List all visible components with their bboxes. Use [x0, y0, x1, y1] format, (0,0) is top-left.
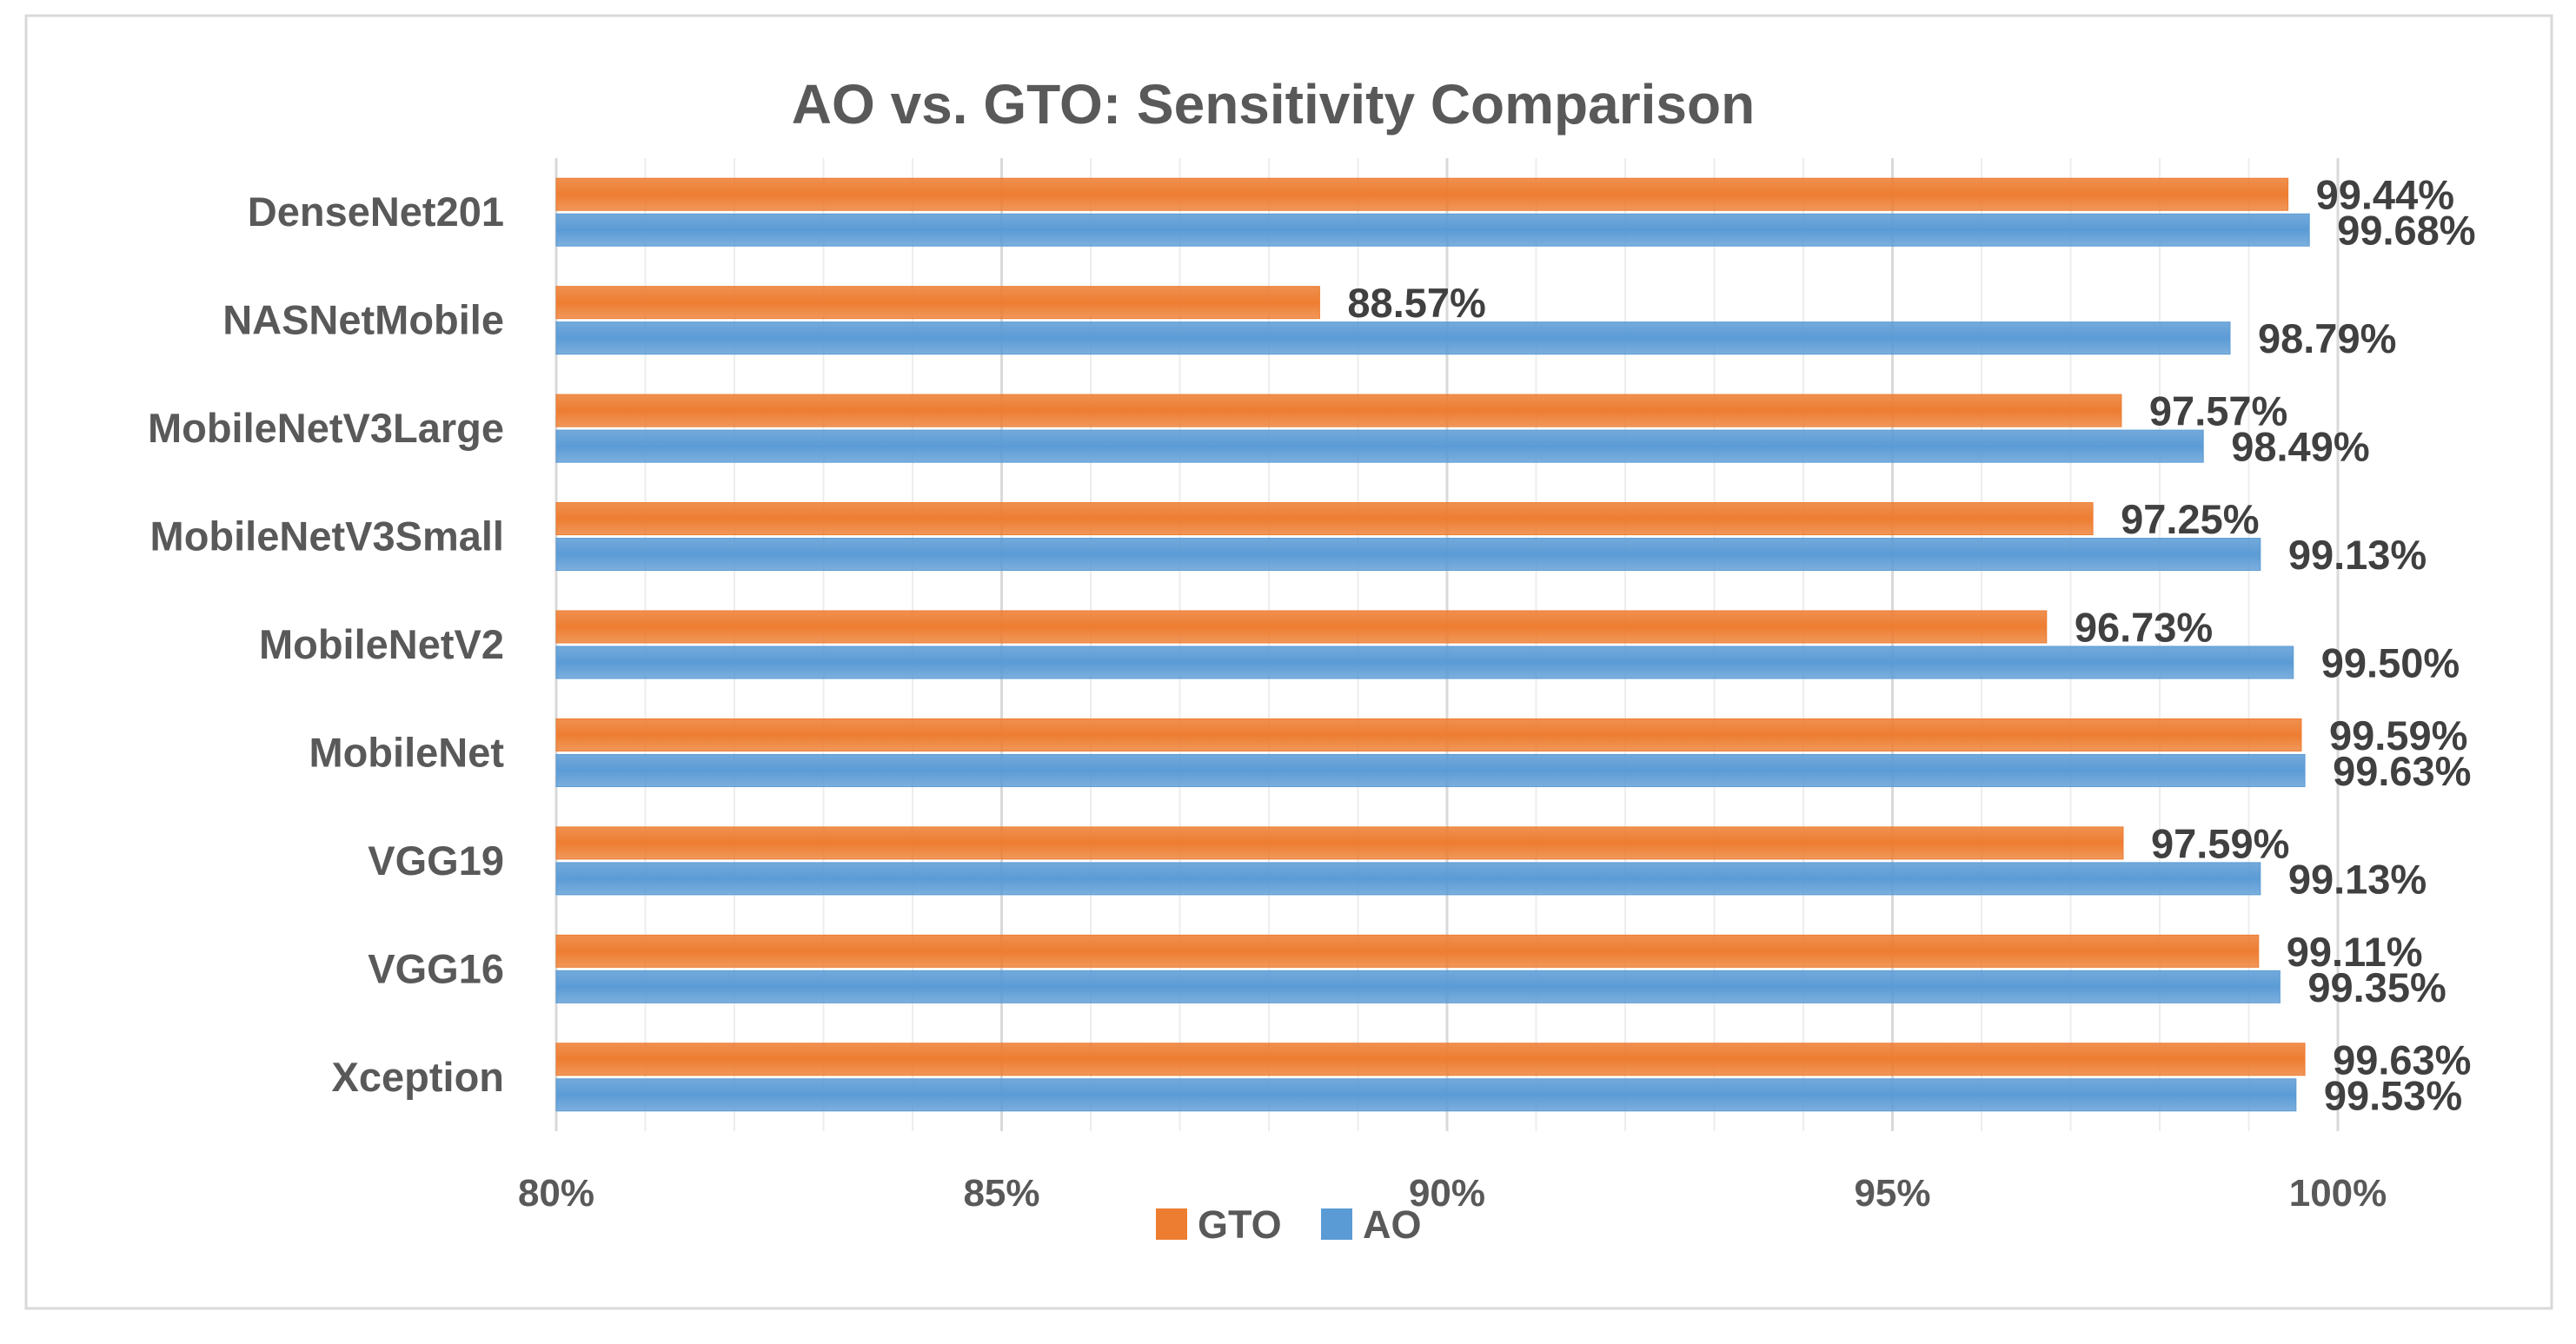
x-tick-label: 90% — [1409, 1172, 1485, 1215]
category-label: Xception — [332, 1054, 504, 1100]
value-labels: 99.44%99.68% 88.57% 98.79% 97.57%98.49% 97.2… — [1347, 172, 2475, 1119]
legend-label-gto: GTO — [1198, 1202, 1282, 1247]
bar-ao — [555, 538, 2261, 572]
legend-label-ao: AO — [1363, 1202, 1422, 1247]
category-label: VGG16 — [368, 945, 504, 991]
data-label-gto: 99.59% — [2329, 712, 2467, 758]
data-label-gto: 97.57% — [2149, 388, 2287, 434]
data-label-gto: 99.11% — [2287, 929, 2423, 975]
category-label: MobileNetV3Large — [148, 405, 504, 451]
category-label: NASNetMobile — [222, 297, 504, 343]
x-tick-label: 80% — [518, 1172, 594, 1215]
bar-gto — [555, 610, 2048, 644]
bar-ao — [555, 646, 2294, 679]
data-label-ao: 99.13% — [2288, 856, 2427, 902]
bar-gto — [555, 718, 2302, 751]
x-tick-label: 85% — [963, 1172, 1039, 1215]
bar-gto — [555, 394, 2122, 427]
bar-ao — [555, 862, 2261, 896]
bar-gto — [555, 286, 1320, 320]
legend-swatch-gto — [1156, 1208, 1187, 1240]
category-labels: DenseNet201 NASNetMobile MobileNetV3Large M… — [148, 189, 504, 1100]
x-tick-label: 95% — [1854, 1172, 1930, 1215]
bar-gto — [555, 502, 2094, 536]
bar-ao — [555, 1078, 2297, 1112]
data-label-ao: 98.79% — [2258, 315, 2396, 361]
data-label-gto: 96.73% — [2075, 605, 2213, 651]
category-label: MobileNetV3Small — [150, 513, 504, 559]
x-tick-label: 100% — [2289, 1172, 2387, 1215]
data-label-gto: 97.25% — [2121, 496, 2259, 542]
legend: GTO AO — [1156, 1202, 1422, 1247]
data-label-gto: 99.44% — [2316, 172, 2454, 218]
data-label-ao: 99.63% — [2333, 748, 2471, 794]
category-label: MobileNet — [309, 729, 504, 775]
chart-title: AO vs. GTO: Sensitivity Comparison — [792, 73, 1755, 136]
gridlines — [554, 158, 2340, 1131]
legend-swatch-ao — [1321, 1208, 1352, 1240]
data-label-ao: 99.50% — [2321, 640, 2460, 686]
category-label: VGG19 — [368, 838, 504, 884]
bar-ao — [555, 970, 2281, 1003]
x-axis-ticks: 80% 85% 90% 95% 100% — [518, 1172, 2387, 1215]
bar-gto — [555, 826, 2124, 860]
data-label-gto: 97.59% — [2151, 820, 2289, 866]
category-label: DenseNet201 — [248, 189, 504, 235]
data-label-ao: 98.49% — [2231, 424, 2369, 470]
bar-ao — [555, 321, 2231, 355]
data-label-ao: 99.35% — [2307, 964, 2446, 1010]
data-label-ao: 99.53% — [2324, 1072, 2462, 1118]
bars — [555, 177, 2310, 1112]
data-label-gto: 88.57% — [1347, 280, 1485, 326]
bar-ao — [555, 753, 2306, 787]
data-label-gto: 99.63% — [2333, 1036, 2471, 1082]
bar-ao — [555, 429, 2204, 463]
bar-ao — [555, 213, 2310, 247]
bar-gto — [555, 177, 2289, 211]
data-label-ao: 99.13% — [2288, 532, 2427, 578]
data-label-ao: 99.68% — [2337, 208, 2475, 254]
bar-gto — [555, 1043, 2306, 1076]
bar-gto — [555, 934, 2260, 968]
category-label: MobileNetV2 — [259, 621, 504, 667]
